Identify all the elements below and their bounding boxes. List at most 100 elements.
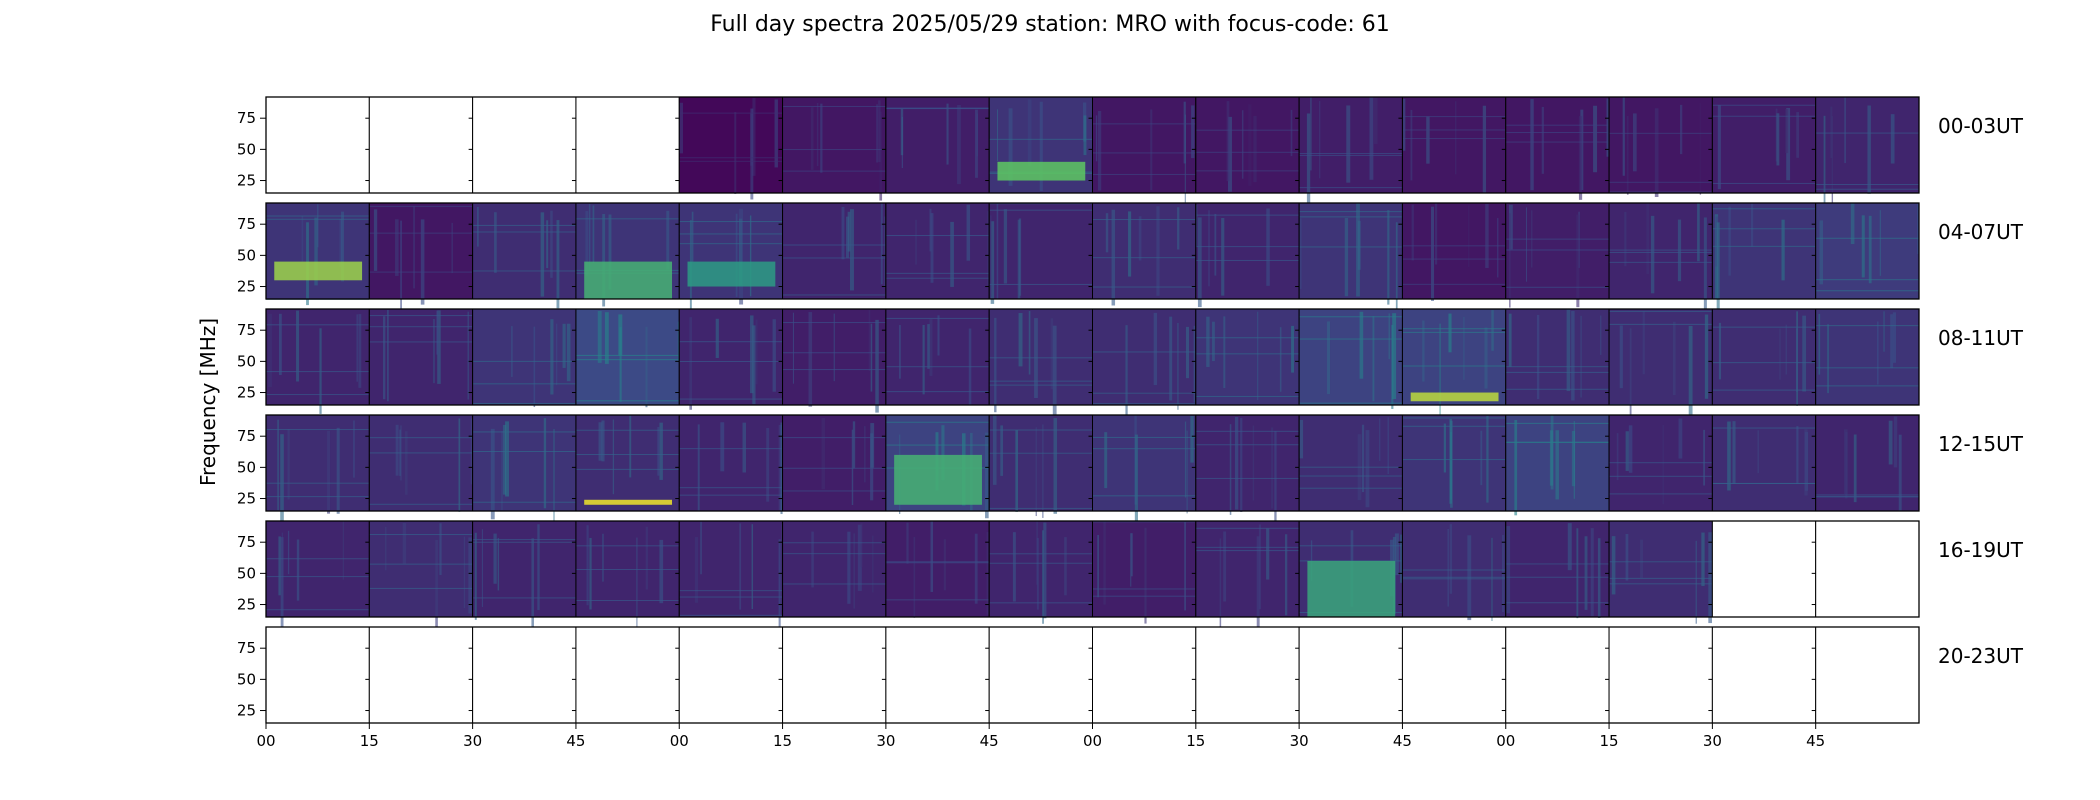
frequency-line bbox=[782, 105, 886, 107]
frequency-line bbox=[1505, 286, 1610, 288]
spectrogram-panel bbox=[1298, 626, 1403, 724]
time-streak bbox=[750, 108, 754, 200]
spectrogram-panel bbox=[1092, 626, 1197, 724]
spectrogram-panel bbox=[472, 520, 577, 630]
spectrogram-panel bbox=[1711, 414, 1817, 512]
panel-background bbox=[1092, 521, 1196, 617]
spectrogram-panel bbox=[1505, 626, 1610, 724]
frequency-line bbox=[782, 244, 886, 246]
frequency-line bbox=[679, 361, 783, 363]
frequency-line bbox=[1609, 493, 1713, 495]
y-tick-label: 25 bbox=[237, 384, 256, 402]
spectrogram-panel bbox=[1092, 308, 1197, 421]
time-streak bbox=[435, 539, 438, 635]
time-streak bbox=[1525, 207, 1527, 282]
time-streak bbox=[1064, 537, 1067, 596]
panel-background bbox=[472, 521, 576, 617]
time-streak bbox=[1796, 112, 1800, 158]
time-streak bbox=[1786, 107, 1791, 181]
time-streak bbox=[1732, 421, 1736, 484]
frequency-line bbox=[1299, 316, 1403, 318]
time-streak bbox=[586, 525, 589, 606]
row-time-label: 08-11UT bbox=[1938, 326, 2024, 350]
time-streak bbox=[1443, 423, 1446, 473]
time-streak bbox=[1410, 109, 1413, 181]
time-streak bbox=[1879, 210, 1881, 276]
frequency-line bbox=[989, 562, 1093, 564]
panel-background bbox=[989, 521, 1093, 617]
time-streak bbox=[1845, 432, 1848, 499]
spectrogram-panel bbox=[1298, 520, 1404, 618]
spectrogram-panel bbox=[1298, 308, 1403, 409]
spectrogram-panel bbox=[575, 414, 680, 512]
time-streak bbox=[1394, 533, 1399, 576]
time-streak bbox=[863, 426, 866, 483]
time-streak bbox=[792, 312, 795, 384]
frequency-line bbox=[989, 429, 1093, 431]
time-streak bbox=[820, 103, 823, 173]
time-streak bbox=[697, 424, 700, 512]
frequency-line bbox=[1505, 371, 1610, 373]
time-streak bbox=[1369, 97, 1374, 180]
frequency-line bbox=[1299, 153, 1403, 155]
empty-panel bbox=[782, 627, 886, 723]
time-streak bbox=[395, 424, 399, 476]
time-streak bbox=[755, 319, 758, 385]
time-streak bbox=[402, 522, 407, 564]
empty-panel bbox=[1712, 521, 1816, 617]
time-streak bbox=[1212, 321, 1215, 362]
frequency-line bbox=[369, 534, 473, 536]
time-streak bbox=[1619, 325, 1623, 389]
spectrogram-panel bbox=[782, 96, 887, 201]
frequency-line bbox=[1092, 173, 1196, 175]
frequency-line bbox=[472, 224, 576, 226]
frequency-line bbox=[1092, 595, 1196, 597]
time-streak bbox=[629, 415, 632, 478]
frequency-line bbox=[575, 429, 680, 431]
time-streak bbox=[339, 219, 343, 268]
frequency-line bbox=[1609, 191, 1713, 193]
time-streak bbox=[588, 204, 591, 270]
time-streak bbox=[1448, 313, 1452, 353]
time-streak bbox=[996, 203, 999, 299]
x-tick-label: 45 bbox=[980, 732, 999, 750]
x-tick-label: 30 bbox=[1703, 732, 1722, 750]
frequency-line bbox=[885, 277, 990, 279]
frequency-line bbox=[1712, 182, 1816, 184]
time-streak bbox=[562, 323, 566, 368]
frequency-line bbox=[472, 431, 576, 433]
spectrogram-panel bbox=[1711, 96, 1817, 194]
time-streak bbox=[1454, 101, 1457, 175]
time-streak bbox=[387, 309, 389, 402]
panel-background bbox=[575, 415, 680, 511]
empty-panel bbox=[575, 627, 680, 723]
time-streak bbox=[645, 526, 648, 590]
time-streak bbox=[287, 429, 290, 500]
time-streak bbox=[301, 215, 304, 262]
frequency-line bbox=[1505, 422, 1610, 424]
spectrogram-panel bbox=[1608, 414, 1713, 512]
time-streak bbox=[1784, 108, 1789, 154]
time-streak bbox=[1299, 218, 1302, 289]
spectrogram-panel bbox=[575, 308, 681, 408]
time-streak bbox=[1642, 311, 1645, 375]
panel-background bbox=[369, 415, 473, 511]
spectrogram-panel bbox=[265, 626, 370, 724]
time-streak bbox=[1867, 105, 1871, 194]
panel-background bbox=[1195, 415, 1300, 511]
x-tick-label: 30 bbox=[876, 732, 895, 750]
frequency-line bbox=[1505, 249, 1610, 251]
y-tick-label: 50 bbox=[237, 564, 256, 582]
time-streak bbox=[1169, 316, 1173, 401]
spectrogram-panel bbox=[885, 414, 990, 519]
spectrogram-panel bbox=[265, 96, 370, 194]
empty-panel bbox=[472, 627, 576, 723]
empty-panel bbox=[1815, 521, 1919, 617]
frequency-line bbox=[1299, 216, 1403, 218]
frequency-line bbox=[1815, 367, 1919, 369]
time-streak bbox=[1463, 316, 1465, 380]
time-streak bbox=[1043, 522, 1047, 619]
time-streak bbox=[1877, 321, 1879, 385]
frequency-line bbox=[885, 366, 990, 368]
time-streak bbox=[533, 326, 536, 408]
